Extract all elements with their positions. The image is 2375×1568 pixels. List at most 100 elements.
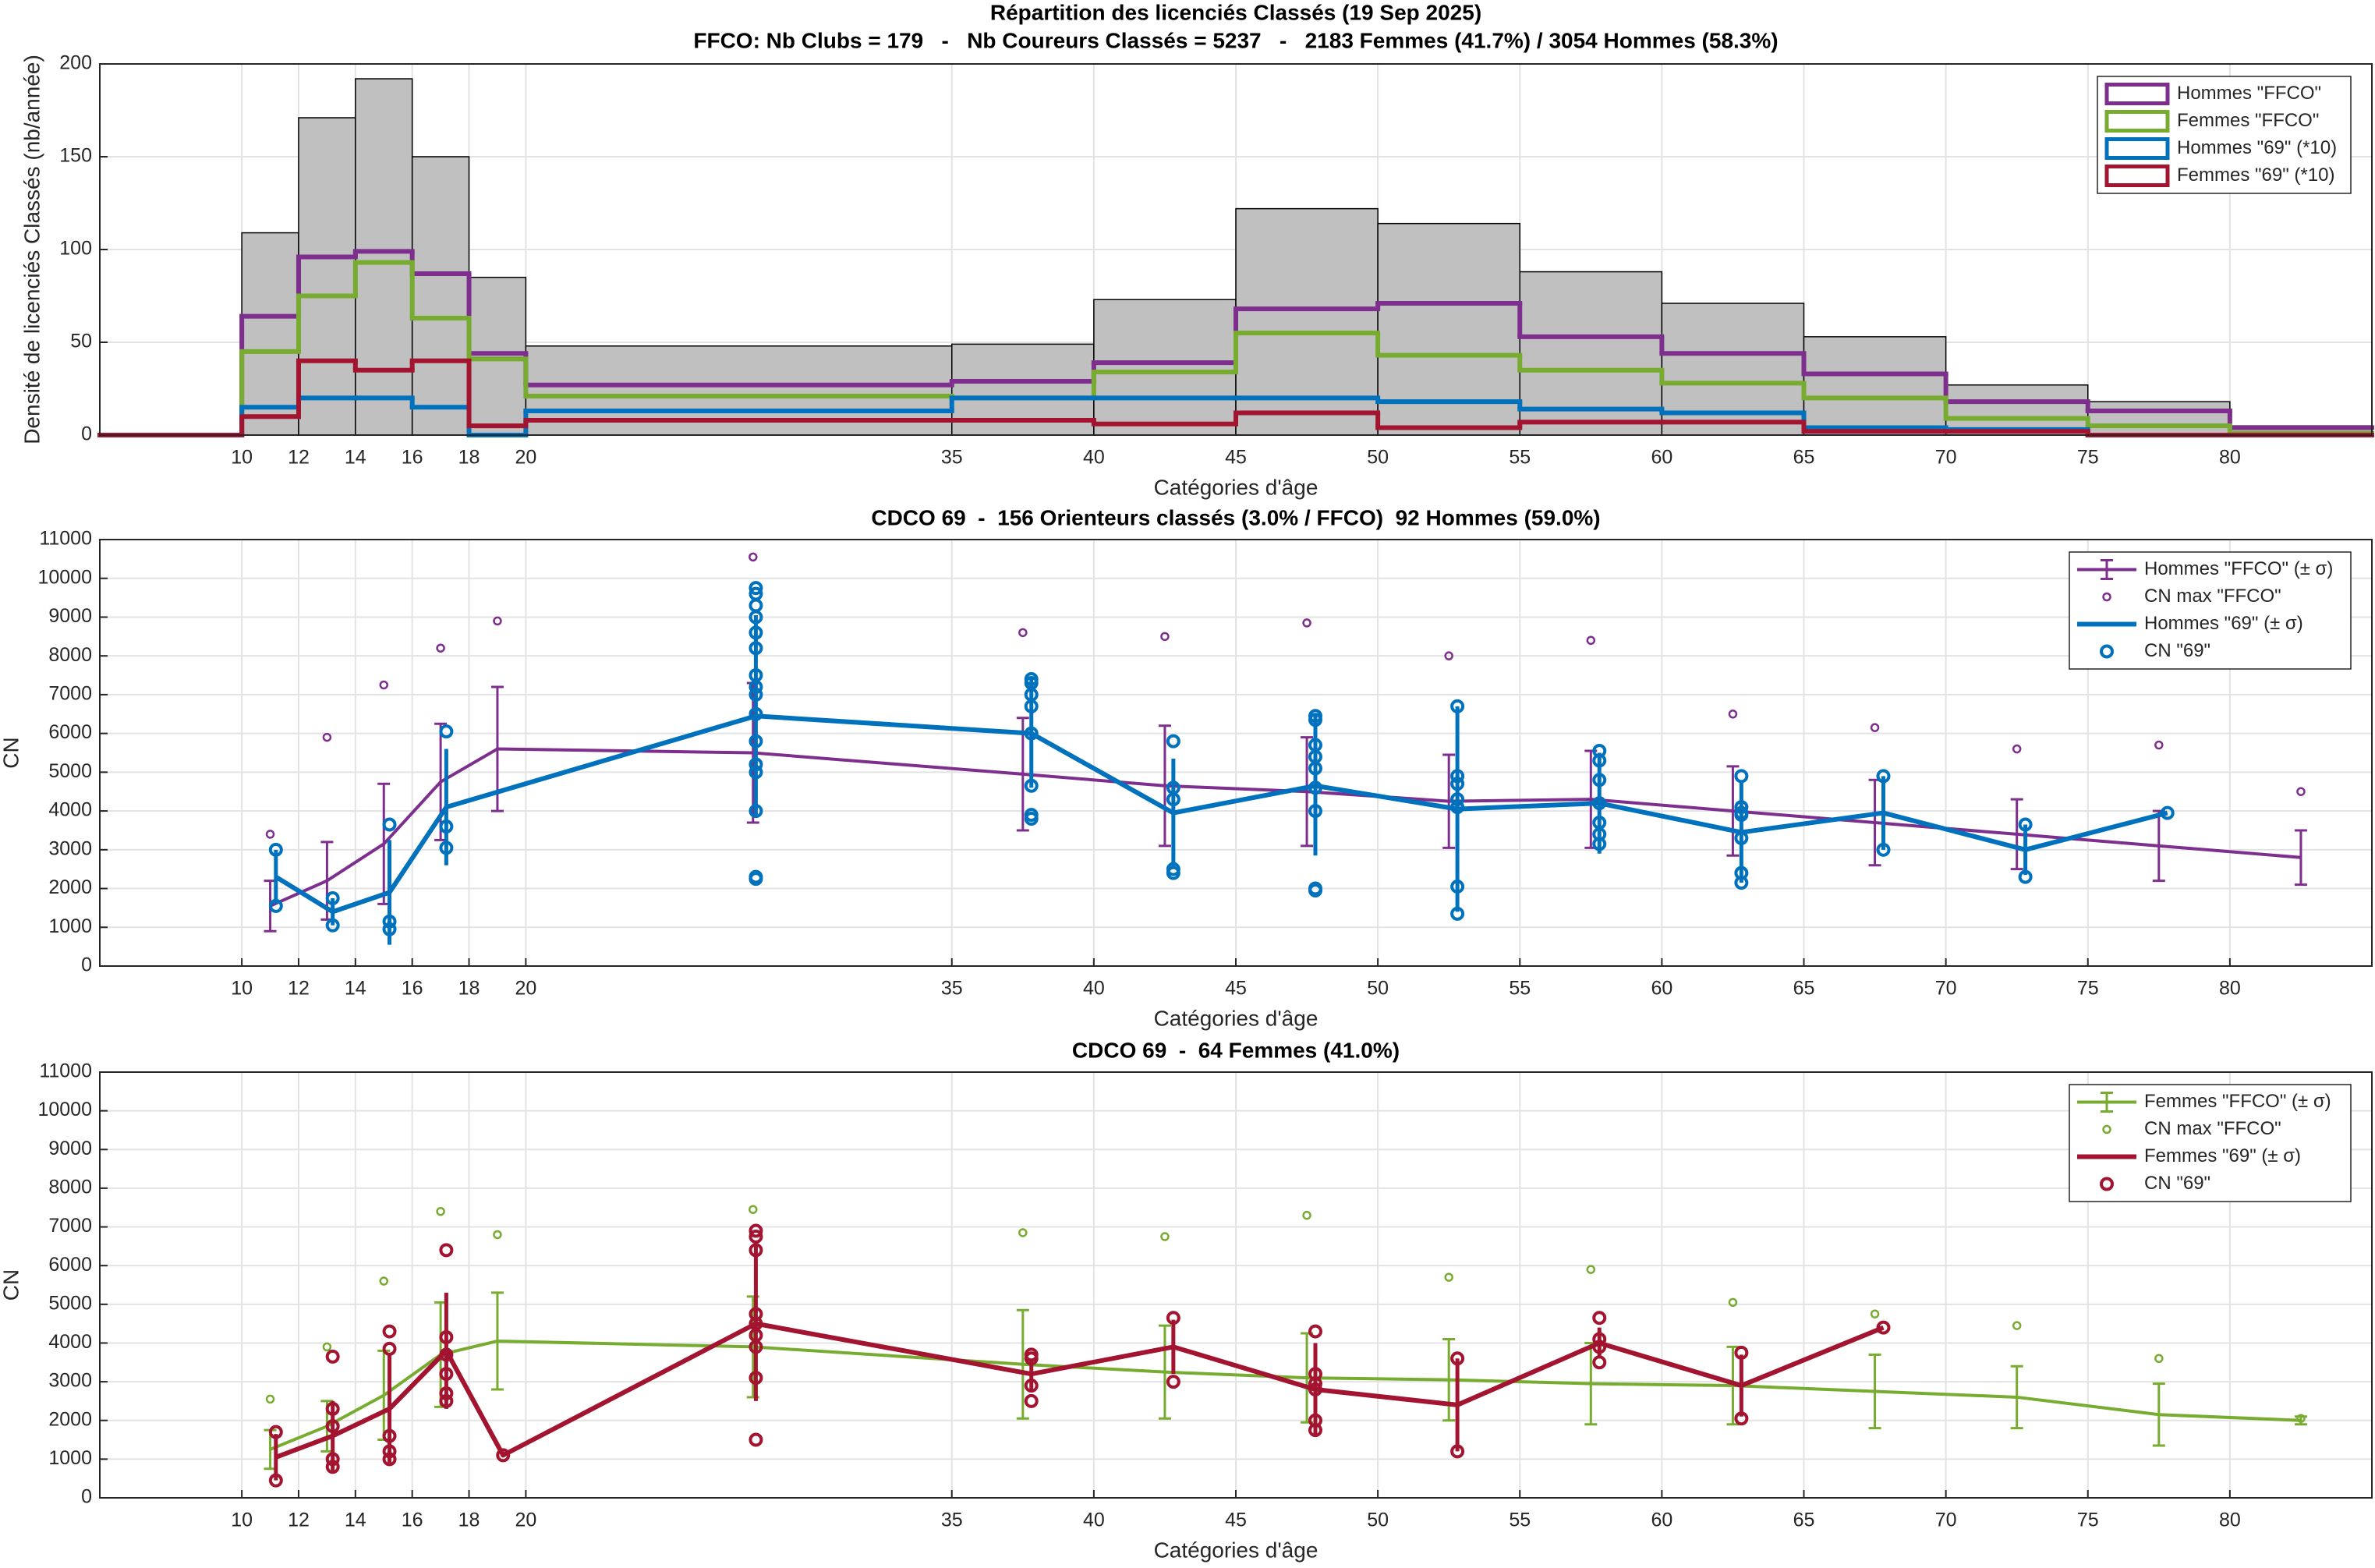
scatter-point <box>439 1386 454 1400</box>
scatter-point <box>1308 804 1322 819</box>
x-tick-label: 12 <box>288 447 310 469</box>
y-tick-label: 1000 <box>48 1447 92 1469</box>
y-tick-label: 2000 <box>48 876 92 898</box>
axes-box <box>99 63 2373 436</box>
x-tick-label: 35 <box>941 1510 963 1531</box>
scatter-point <box>1024 778 1039 793</box>
scatter-point <box>382 1444 397 1459</box>
legend-box <box>2069 551 2352 670</box>
scatter-point <box>749 625 763 640</box>
scatter-point <box>749 641 763 656</box>
scatter-point <box>382 1428 397 1443</box>
y-tick-label: 10000 <box>37 566 92 588</box>
legend-label: CN max "FFCO" <box>2144 586 2281 607</box>
histogram-bar <box>241 232 299 436</box>
y-tick-label: 8000 <box>48 644 92 666</box>
scatter-point <box>1876 842 1891 857</box>
scatter-point <box>749 706 763 721</box>
histogram-bar <box>468 276 527 436</box>
x-tick-label: 75 <box>2077 1510 2099 1531</box>
x-tick-label: 50 <box>1367 447 1389 469</box>
legend: Femmes "FFCO" (± σ) CN max "FFCO" Femmes "… <box>2069 1084 2352 1202</box>
y-tick-label: 6000 <box>48 1254 92 1276</box>
legend-box <box>2097 76 2352 194</box>
x-tick-label: 65 <box>1793 978 1815 1000</box>
scatter-point <box>382 1452 397 1467</box>
scatter-point <box>379 1276 388 1286</box>
x-axis-label: Catégories d'âge <box>1154 1006 1318 1030</box>
scatter-point <box>382 1341 397 1356</box>
legend-label: Femmes "69" (*10) <box>2177 165 2334 186</box>
scatter-point <box>1024 812 1039 826</box>
scatter-point <box>322 1342 332 1352</box>
scatter-point <box>1450 792 1465 807</box>
x-tick-label: 45 <box>1225 447 1247 469</box>
scatter-point <box>1734 769 1749 784</box>
scatter-point <box>439 841 454 855</box>
scatter-point <box>1166 1375 1180 1389</box>
x-tick-label: 60 <box>1651 978 1672 1000</box>
scatter-point <box>1450 800 1465 815</box>
scatter-point <box>749 804 763 819</box>
scatter-point <box>749 581 763 596</box>
scatter-point <box>1160 632 1170 642</box>
y-tick-label: 3000 <box>48 837 92 859</box>
scatter-point <box>1592 773 1607 788</box>
legend: Hommes "FFCO" (± σ) CN max "FFCO" Hommes "… <box>2069 551 2352 670</box>
x-tick-label: 14 <box>345 978 366 1000</box>
scatter-point <box>1450 1351 1465 1366</box>
y-tick-label: 7000 <box>48 1215 92 1237</box>
series-line <box>274 713 2168 915</box>
scatter-point <box>1734 876 1749 890</box>
y-tick-label: 0 <box>81 423 92 445</box>
scatter-point <box>1160 1232 1170 1241</box>
y-tick-label: 11000 <box>39 1060 92 1082</box>
x-tick-label: 20 <box>515 1510 536 1531</box>
scatter-point <box>1018 1228 1028 1237</box>
x-tick-label: 14 <box>345 447 366 469</box>
scatter-point <box>749 734 763 749</box>
scatter-point <box>2160 805 2175 820</box>
scatter-point <box>2018 869 2033 884</box>
x-tick-label: 10 <box>231 447 253 469</box>
y-tick-label: 10000 <box>37 1099 92 1120</box>
scatter-point <box>325 918 340 933</box>
scatter-point <box>382 817 397 832</box>
scatter-point <box>1450 777 1465 791</box>
scatter-point <box>1450 769 1465 784</box>
chart-title: CDCO 69 - 156 Orienteurs classés (3.0% /… <box>871 505 1600 529</box>
x-tick-label: 18 <box>458 447 480 469</box>
y-axis-label: CN <box>0 737 23 768</box>
scatter-point <box>1166 792 1180 807</box>
scatter-point <box>1734 800 1749 815</box>
x-tick-label: 55 <box>1509 978 1531 1000</box>
chart-title: Répartition des licenciés Classés (19 Se… <box>990 0 1481 24</box>
subplot: 10 12 14 16 18 20 35 40 45 50 55 60 65 70 75 80 0 1000 200… <box>0 1038 2373 1562</box>
scatter-point <box>2012 1321 2022 1330</box>
histogram-bar <box>1661 303 1805 436</box>
x-tick-label: 35 <box>941 447 963 469</box>
scatter-point <box>1592 1355 1607 1370</box>
scatter-point <box>1302 618 1311 628</box>
scatter-point <box>1308 1324 1322 1339</box>
x-tick-label: 60 <box>1651 447 1672 469</box>
scatter-point <box>1876 1320 1891 1335</box>
scatter-point <box>1308 713 1322 727</box>
chart-subtitle: FFCO: Nb Clubs = 179 - Nb Coureurs Class… <box>693 28 1778 52</box>
x-tick-label: 12 <box>288 978 310 1000</box>
scatter-point <box>265 1394 275 1404</box>
scatter-point <box>268 1473 283 1488</box>
scatter-point <box>1450 1444 1465 1459</box>
scatter-point <box>382 1324 397 1339</box>
y-tick-label: 0 <box>81 954 92 976</box>
scatter-point <box>2154 1354 2164 1364</box>
scatter-point <box>1592 1340 1607 1354</box>
scatter-point <box>749 765 763 780</box>
x-axis-label: Catégories d'âge <box>1154 475 1318 499</box>
legend-label: Hommes "FFCO" (± σ) <box>2144 558 2333 579</box>
legend-swatch <box>2104 83 2170 105</box>
scatter-point <box>1024 699 1039 713</box>
y-tick-label: 3000 <box>48 1370 92 1392</box>
legend-label: CN max "FFCO" <box>2144 1118 2281 1139</box>
